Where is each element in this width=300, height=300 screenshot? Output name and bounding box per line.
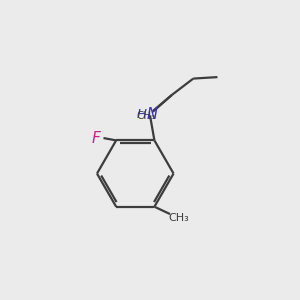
Text: CH₃: CH₃ xyxy=(137,111,156,121)
Text: N: N xyxy=(147,107,158,122)
Text: F: F xyxy=(92,130,100,146)
Text: H: H xyxy=(137,108,147,121)
Text: CH₃: CH₃ xyxy=(169,214,189,224)
